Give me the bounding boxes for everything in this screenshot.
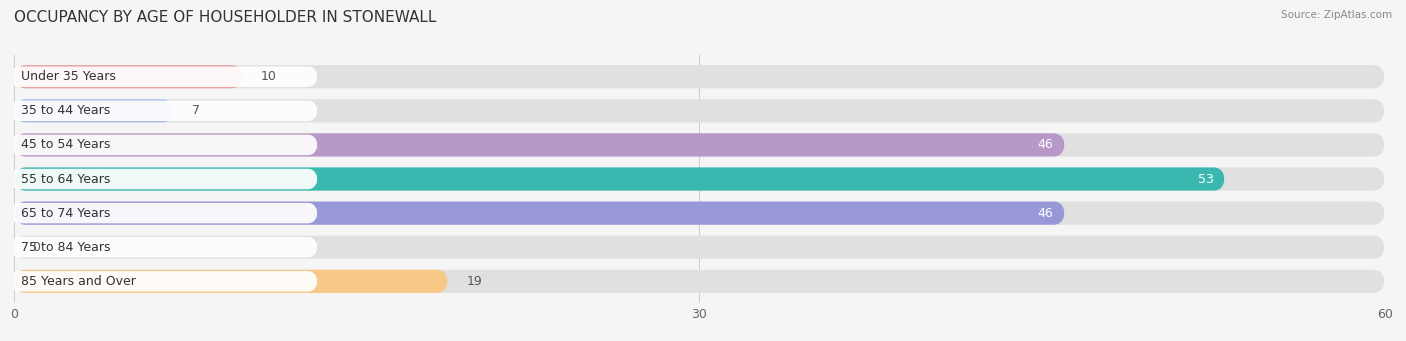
- FancyBboxPatch shape: [14, 236, 1385, 259]
- FancyBboxPatch shape: [10, 169, 318, 189]
- FancyBboxPatch shape: [14, 202, 1066, 225]
- FancyBboxPatch shape: [10, 66, 318, 87]
- FancyBboxPatch shape: [14, 133, 1066, 157]
- Text: 10: 10: [262, 70, 277, 83]
- Text: 85 Years and Over: 85 Years and Over: [21, 275, 136, 288]
- Text: 53: 53: [1198, 173, 1213, 186]
- FancyBboxPatch shape: [10, 203, 318, 223]
- Text: 75 to 84 Years: 75 to 84 Years: [21, 241, 111, 254]
- FancyBboxPatch shape: [14, 99, 174, 122]
- Text: 45 to 54 Years: 45 to 54 Years: [21, 138, 110, 151]
- Text: 55 to 64 Years: 55 to 64 Years: [21, 173, 110, 186]
- Text: 65 to 74 Years: 65 to 74 Years: [21, 207, 110, 220]
- Text: 46: 46: [1038, 207, 1053, 220]
- Text: 35 to 44 Years: 35 to 44 Years: [21, 104, 110, 117]
- FancyBboxPatch shape: [14, 167, 1225, 191]
- FancyBboxPatch shape: [14, 167, 1385, 191]
- FancyBboxPatch shape: [10, 101, 318, 121]
- FancyBboxPatch shape: [10, 135, 318, 155]
- Text: Under 35 Years: Under 35 Years: [21, 70, 115, 83]
- FancyBboxPatch shape: [14, 270, 449, 293]
- FancyBboxPatch shape: [10, 271, 318, 292]
- Text: OCCUPANCY BY AGE OF HOUSEHOLDER IN STONEWALL: OCCUPANCY BY AGE OF HOUSEHOLDER IN STONE…: [14, 10, 436, 25]
- Text: 46: 46: [1038, 138, 1053, 151]
- Text: 19: 19: [467, 275, 482, 288]
- FancyBboxPatch shape: [14, 202, 1385, 225]
- FancyBboxPatch shape: [14, 65, 1385, 88]
- FancyBboxPatch shape: [10, 237, 318, 257]
- FancyBboxPatch shape: [14, 270, 1385, 293]
- FancyBboxPatch shape: [14, 65, 243, 88]
- FancyBboxPatch shape: [14, 133, 1385, 157]
- Text: 0: 0: [32, 241, 41, 254]
- FancyBboxPatch shape: [14, 99, 1385, 122]
- Text: 7: 7: [193, 104, 200, 117]
- Text: Source: ZipAtlas.com: Source: ZipAtlas.com: [1281, 10, 1392, 20]
